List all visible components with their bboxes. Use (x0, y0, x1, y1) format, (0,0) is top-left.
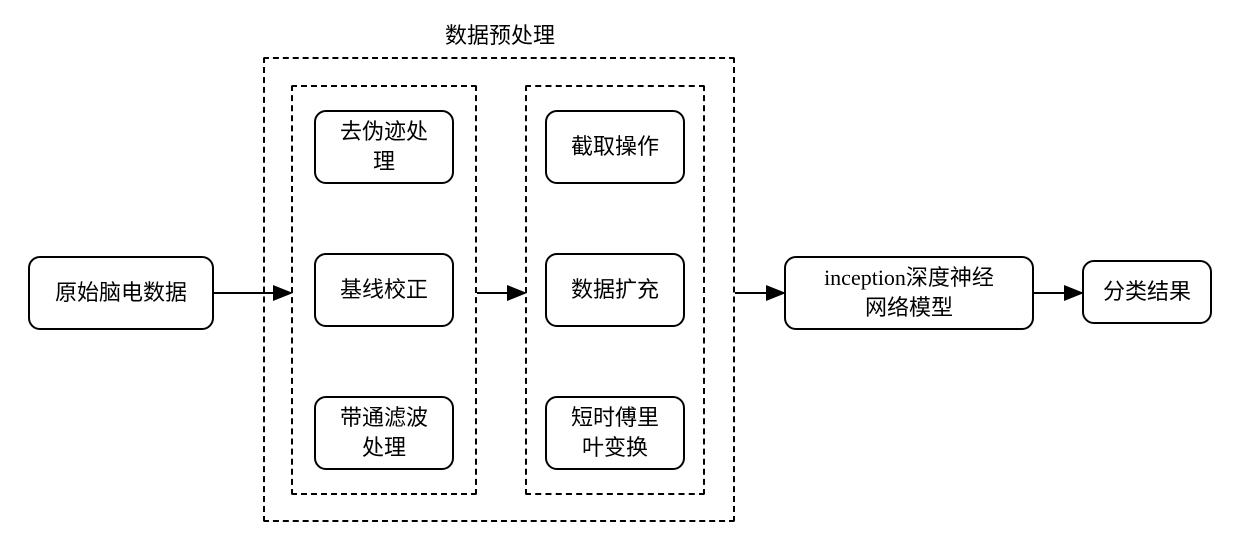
node-s2a: 截取操作 (545, 110, 685, 184)
node-s2b: 数据扩充 (545, 253, 685, 327)
node-output: 分类结果 (1082, 260, 1212, 324)
node-s2c: 短时傅里 叶变换 (545, 396, 685, 470)
node-s1b: 基线校正 (314, 253, 454, 327)
node-input: 原始脑电数据 (28, 256, 214, 330)
node-s1c: 带通滤波 处理 (314, 396, 454, 470)
node-s1a: 去伪迹处 理 (314, 110, 454, 184)
node-model: inception深度神经 网络模型 (784, 256, 1034, 330)
preprocess-title: 数据预处理 (420, 18, 580, 50)
